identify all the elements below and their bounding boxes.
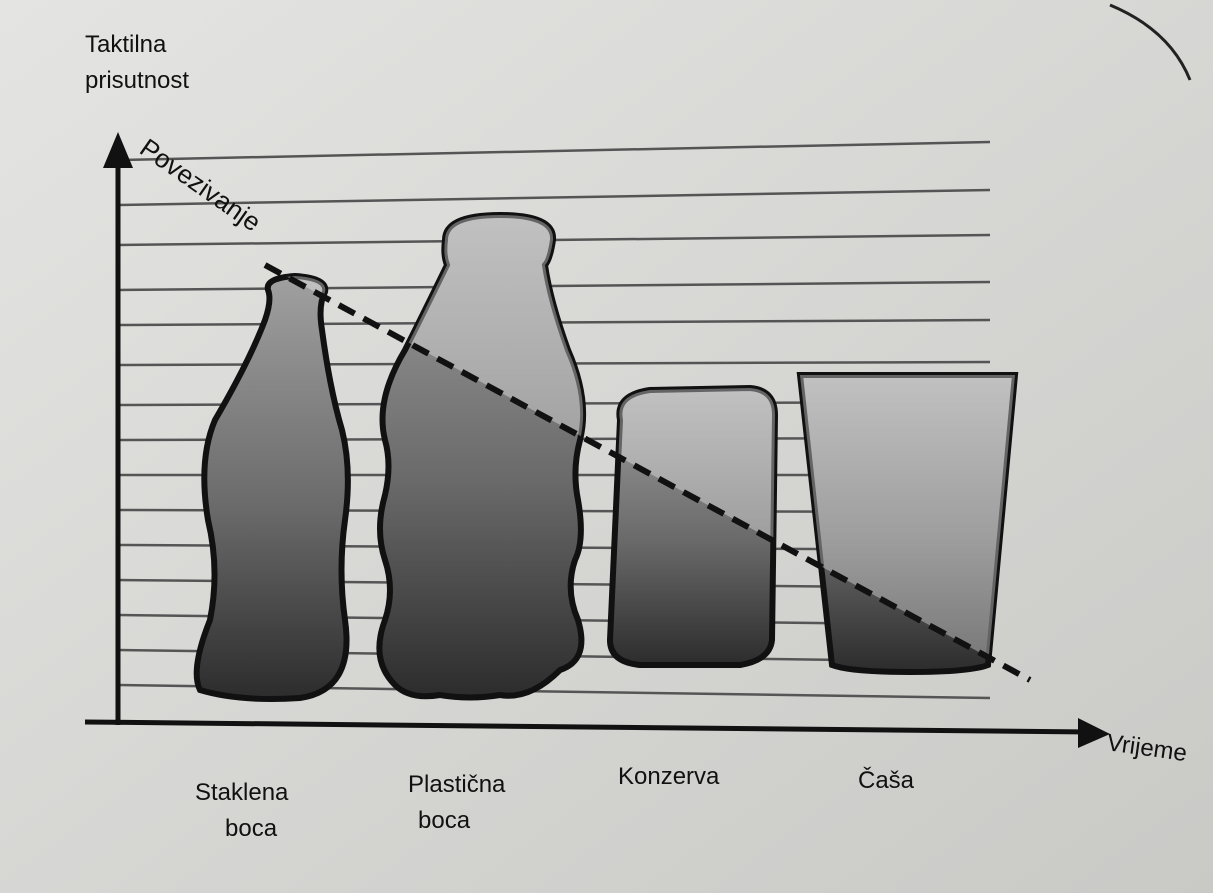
plastic-bottle — [376, 211, 587, 701]
glass-bottle — [193, 272, 351, 702]
item-label: Staklena — [195, 779, 289, 806]
trend-line — [263, 262, 1032, 683]
y-axis-label: prisutnost — [85, 67, 189, 94]
item-label: Plastična — [408, 771, 506, 798]
item-label: boca — [225, 815, 278, 842]
item-label: Konzerva — [618, 763, 720, 790]
item-label: boca — [418, 807, 471, 834]
item-label: Čaša — [858, 766, 915, 794]
can — [606, 384, 779, 668]
cup — [796, 372, 1019, 676]
page-edge — [1109, 3, 1192, 81]
axes — [84, 132, 1110, 748]
y-axis-label: Taktilna — [85, 31, 167, 58]
